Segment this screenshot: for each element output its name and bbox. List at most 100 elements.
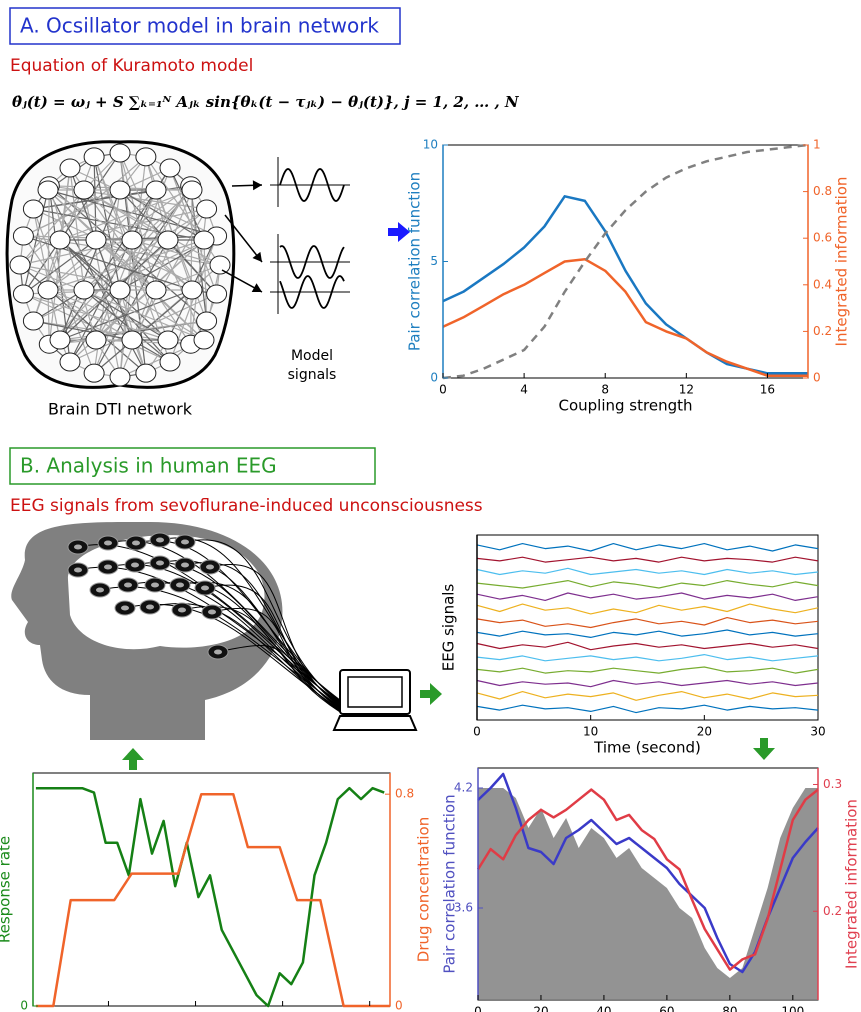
plot-frame: [443, 145, 808, 378]
figure: A. Ocsillator model in brain network Equ…: [0, 0, 861, 1012]
node: [10, 256, 30, 274]
y2-tick-label: 0.6: [813, 231, 832, 245]
arrow-head: [252, 283, 265, 296]
x-axis-label: Time (second): [593, 739, 701, 757]
series-line: [477, 568, 818, 574]
node: [122, 231, 142, 249]
electrode-center: [181, 563, 189, 568]
x-tick-label: 0: [439, 383, 447, 397]
electrode-center: [104, 541, 112, 546]
electrode-center: [156, 538, 164, 543]
x-tick-label: 20: [533, 1005, 548, 1012]
node: [197, 200, 217, 218]
y2-tick-label: 0: [395, 999, 403, 1012]
electrode-center: [208, 610, 216, 615]
node: [136, 364, 156, 382]
node: [110, 281, 130, 299]
x-tick-label: 100: [781, 1005, 804, 1012]
arrow: [420, 683, 442, 705]
node: [194, 331, 214, 349]
x-tick-label: 40: [596, 1005, 611, 1012]
y-tick-label: 5: [430, 254, 438, 268]
node: [194, 231, 214, 249]
electrode-center: [206, 565, 214, 570]
node: [146, 181, 166, 199]
node: [38, 181, 58, 199]
series-line: [477, 692, 818, 701]
y-axis-label: Pair correlation function: [441, 794, 459, 973]
node: [74, 281, 94, 299]
node: [136, 148, 156, 166]
node: [146, 281, 166, 299]
series-line: [477, 681, 818, 687]
electrode-center: [124, 583, 132, 588]
arrow: [122, 748, 144, 770]
panel-b-subtitle: EEG signals from sevoflurane-induced unc…: [10, 496, 483, 516]
y2-axis-label: Integrated information: [833, 177, 851, 347]
series-line: [477, 544, 818, 551]
electrode-center: [96, 588, 104, 593]
node: [160, 353, 180, 371]
x-tick-label: 30: [810, 725, 825, 739]
y2-tick-label: 0.4: [813, 277, 832, 291]
y2-tick-label: 0: [813, 371, 821, 385]
y2-tick-label: 1: [813, 138, 821, 152]
panel-a-subtitle: Equation of Kuramoto model: [10, 56, 253, 76]
node: [23, 312, 43, 330]
node: [86, 331, 106, 349]
y-tick-label: 4.2: [454, 781, 473, 795]
electrode-center: [151, 583, 159, 588]
y2-tick-label: 0.2: [813, 324, 832, 338]
series-line: [36, 794, 390, 1006]
series-line: [477, 557, 818, 562]
node: [84, 148, 104, 166]
panel-a-title: A. Ocsillator model in brain network: [20, 14, 379, 38]
y2-axis-label: Integrated information: [843, 799, 861, 969]
equation: θ̇ⱼ(t) = ωⱼ + S ∑ₖ₌₁ᴺ Aⱼₖ sin{θₖ(t − τⱼₖ…: [12, 93, 520, 111]
y2-tick-label: 0.3: [823, 777, 842, 791]
signals-label: signals: [288, 367, 337, 383]
y-tick-label: 0: [430, 371, 438, 385]
x-tick-label: 10: [583, 725, 598, 739]
y-axis-label: Pair correlation function: [406, 172, 424, 351]
electrode-center: [176, 583, 184, 588]
node: [210, 256, 230, 274]
node: [158, 331, 178, 349]
electrode-center: [104, 565, 112, 570]
electrode-center: [201, 586, 209, 591]
node: [182, 281, 202, 299]
arrow: [753, 738, 775, 760]
series-line: [477, 604, 818, 614]
network-label: Brain DTI network: [48, 400, 193, 419]
x-tick-label: 60: [659, 1005, 674, 1012]
node: [110, 144, 130, 162]
node: [207, 285, 227, 303]
y2-axis-label: Drug concentration: [415, 817, 433, 962]
node: [158, 231, 178, 249]
electrode-center: [121, 606, 129, 611]
node: [84, 364, 104, 382]
node: [122, 331, 142, 349]
series-line: [477, 667, 818, 673]
x-tick-label: 16: [760, 383, 775, 397]
electrode-center: [74, 545, 82, 550]
node: [110, 181, 130, 199]
node: [197, 312, 217, 330]
x-tick-label: 12: [679, 383, 694, 397]
y-axis-label: Response rate: [0, 836, 14, 943]
node: [38, 281, 58, 299]
series-line: [477, 593, 818, 600]
arrow-head: [253, 252, 266, 265]
series-line: [36, 788, 384, 1006]
y2-tick-label: 0.8: [395, 787, 414, 801]
series-line: [443, 259, 808, 376]
x-axis-label: Coupling strength: [559, 397, 693, 415]
plot-frame: [477, 535, 818, 720]
x-tick-label: 0: [473, 725, 481, 739]
electrode-center: [156, 561, 164, 566]
node: [13, 285, 33, 303]
node: [23, 200, 43, 218]
electrode-center: [181, 540, 189, 545]
electrode-center: [214, 650, 222, 655]
y-axis-label: EEG signals: [440, 584, 458, 672]
